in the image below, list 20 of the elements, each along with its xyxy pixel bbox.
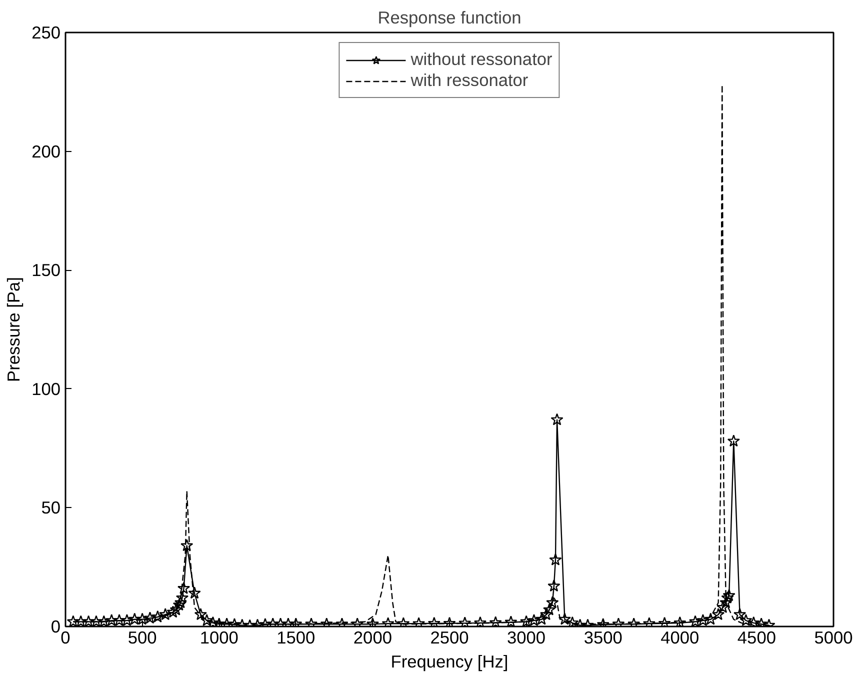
- x-tick-label: 1000: [200, 628, 238, 648]
- y-axis-title: Pressure [Pa]: [4, 277, 24, 382]
- x-tick-label: 4500: [737, 628, 776, 648]
- chart-title: Response function: [378, 8, 522, 28]
- y-tick-label: 50: [41, 498, 61, 518]
- legend-label: without ressonator: [410, 49, 552, 70]
- x-tick-label: 2000: [353, 628, 392, 648]
- y-tick-label: 100: [32, 378, 61, 399]
- x-axis-title: Frequency [Hz]: [390, 652, 508, 672]
- x-tick-label: 3000: [507, 628, 546, 648]
- x-tick-label: 1500: [276, 628, 316, 648]
- y-tick-label: 150: [32, 260, 61, 280]
- x-tick-label: 2500: [430, 628, 469, 648]
- y-tick-label: 250: [32, 22, 61, 42]
- x-tick-label: 4000: [660, 628, 700, 648]
- x-tick-label: 500: [128, 628, 157, 648]
- x-tick-label: 3500: [584, 628, 622, 648]
- y-tick-label: 200: [32, 141, 61, 162]
- legend-label: with ressonator: [410, 70, 528, 91]
- x-tick-label: 5000: [814, 628, 853, 648]
